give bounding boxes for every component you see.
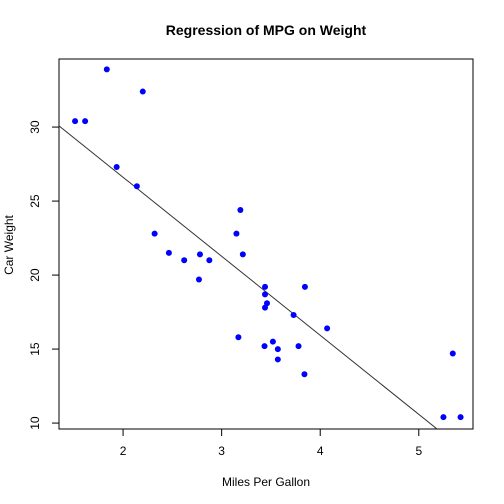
y-tick-label: 25	[28, 194, 42, 208]
x-axis-label: Miles Per Gallon	[222, 475, 310, 489]
data-point	[301, 283, 308, 290]
data-point	[457, 414, 464, 421]
y-tick-label: 20	[28, 268, 42, 282]
data-point	[263, 300, 270, 307]
data-point	[262, 291, 269, 298]
data-point	[233, 230, 240, 237]
y-tick-label: 15	[28, 342, 42, 356]
data-point	[261, 343, 268, 350]
data-point	[206, 257, 213, 264]
x-tick-label: 4	[317, 444, 324, 458]
x-tick-label: 3	[218, 444, 225, 458]
data-point	[440, 414, 447, 421]
data-point	[290, 312, 297, 319]
chart-title: Regression of MPG on Weight	[166, 22, 367, 38]
data-point	[139, 88, 146, 95]
plot-frame	[58, 58, 474, 430]
y-axis-label: Car Weight	[2, 214, 16, 274]
data-point	[195, 276, 202, 283]
data-point	[295, 343, 302, 350]
x-tick-label: 2	[120, 444, 127, 458]
data-point	[262, 283, 269, 290]
data-point	[274, 356, 281, 363]
data-point	[113, 164, 120, 171]
data-point	[82, 118, 89, 125]
data-point	[72, 118, 79, 125]
data-point	[103, 66, 110, 73]
data-point	[133, 183, 140, 190]
data-point	[269, 338, 276, 345]
data-point	[165, 249, 172, 256]
data-point	[274, 346, 281, 353]
data-point	[239, 251, 246, 258]
data-point	[449, 350, 456, 357]
data-point	[235, 334, 242, 341]
y-tick-label: 10	[28, 416, 42, 430]
plot-area: 2 3 4 5 10 15 20 25 30	[28, 58, 474, 458]
data-point	[324, 325, 331, 332]
y-tick-label: 30	[28, 120, 42, 134]
data-point	[196, 251, 203, 258]
data-point	[301, 371, 308, 378]
data-point	[181, 257, 188, 264]
x-tick-label: 5	[415, 444, 422, 458]
data-point	[151, 230, 158, 237]
data-point	[237, 206, 244, 213]
